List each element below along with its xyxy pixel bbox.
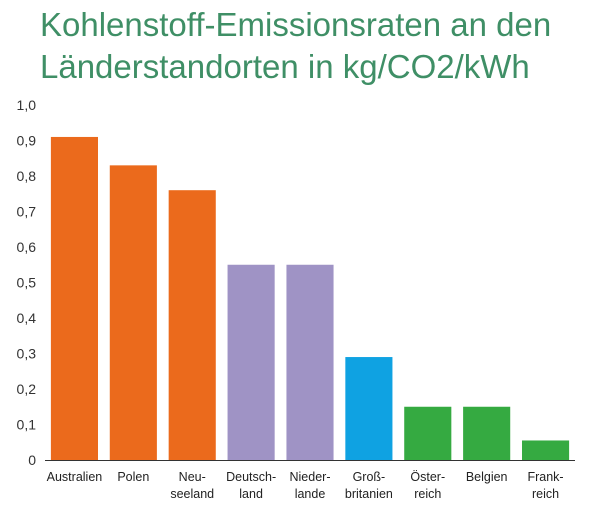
y-tick-label: 0,7	[17, 204, 37, 220]
x-tick-label: Nieder-lande	[290, 470, 331, 501]
y-tick-label: 1,0	[17, 97, 37, 113]
y-tick-label: 0,2	[17, 381, 37, 397]
bars	[50, 136, 570, 460]
y-tick-label: 0,1	[17, 417, 37, 433]
x-tick-label: Frank-reich	[527, 470, 563, 501]
x-tick-label: Australien	[47, 470, 103, 484]
bar	[109, 165, 157, 460]
bar	[345, 357, 393, 460]
x-tick-label: Deutsch-land	[226, 470, 276, 501]
x-axis: Australien Polen Neu-seeland Deutsch-land Ni…	[45, 460, 575, 501]
y-tick-label: 0,4	[17, 310, 37, 326]
y-tick-label: 0	[28, 452, 36, 468]
bar	[227, 264, 275, 460]
x-tick-label: Öster-reich	[410, 470, 445, 501]
y-tick-label: 0,5	[17, 275, 37, 291]
x-tick-label: Polen	[117, 470, 149, 484]
chart-title-line-1: Kohlenstoff-Emissionsraten an den	[40, 6, 552, 43]
x-tick-label: Groß-britanien	[345, 470, 393, 501]
bar	[463, 406, 511, 460]
y-tick-label: 0,9	[17, 133, 37, 149]
chart-title-line-2: Länderstandorten in kg/CO2/kWh	[40, 48, 530, 85]
bar	[404, 406, 452, 460]
bar	[522, 440, 570, 460]
y-tick-label: 0,8	[17, 168, 37, 184]
bar	[50, 136, 98, 460]
x-tick-label: Neu-seeland	[170, 470, 214, 501]
bar	[286, 264, 334, 460]
bar	[168, 190, 216, 460]
y-tick-label: 0,3	[17, 346, 37, 362]
chart-title: Kohlenstoff-Emissionsraten an den Länder…	[40, 4, 590, 88]
y-axis: 0 0,1 0,2 0,3 0,4 0,5 0,6 0,7 0,8 0,9 1,0	[17, 97, 37, 468]
x-tick-label: Belgien	[466, 470, 508, 484]
y-tick-label: 0,6	[17, 239, 37, 255]
